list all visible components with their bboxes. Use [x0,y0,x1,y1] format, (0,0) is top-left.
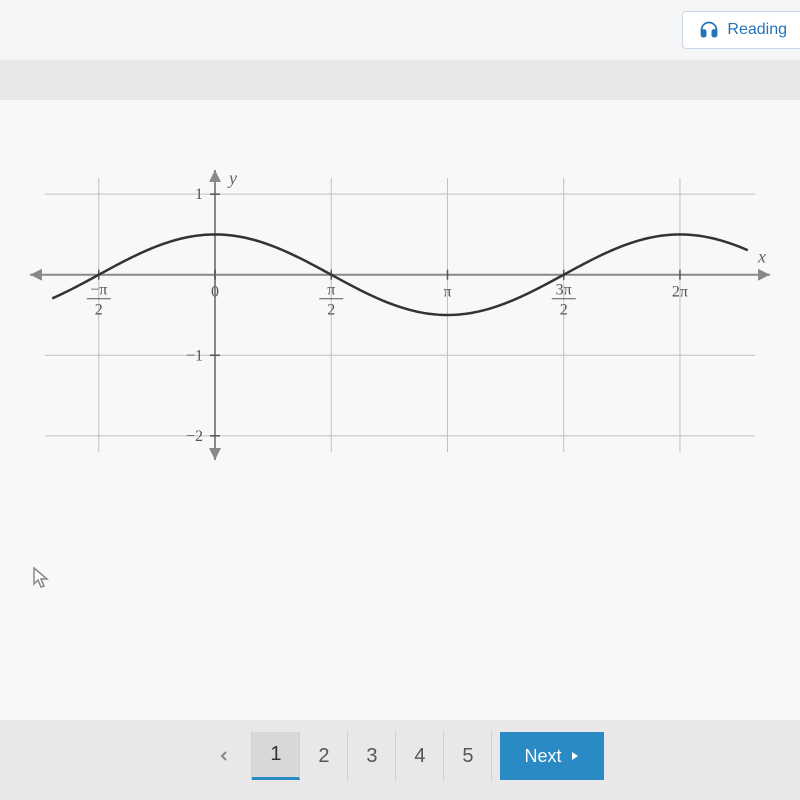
svg-text:2: 2 [560,302,568,319]
reading-button[interactable]: Reading [682,11,800,49]
reading-label: Reading [727,21,787,39]
cosine-chart: yx−π20π2π3π22π1−1−2 [10,160,790,470]
headphone-icon [699,20,719,40]
prev-button[interactable] [196,732,252,780]
pagination: 12345 Next [0,732,800,780]
svg-text:2π: 2π [672,284,688,301]
svg-text:π: π [327,282,335,299]
svg-text:−π: −π [90,282,107,299]
page-button-1[interactable]: 1 [252,732,300,780]
next-icon [570,750,580,762]
svg-text:1: 1 [195,186,203,203]
svg-text:−1: −1 [186,347,203,364]
cursor-icon [30,566,54,590]
content-area: yx−π20π2π3π22π1−1−2 [0,100,800,720]
svg-text:0: 0 [211,284,219,301]
top-toolbar: Reading [0,0,800,60]
next-button[interactable]: Next [500,732,603,780]
page-button-2[interactable]: 2 [300,732,348,780]
page-button-4[interactable]: 4 [396,732,444,780]
svg-text:3π: 3π [556,282,572,299]
prev-icon [218,750,230,762]
svg-text:2: 2 [327,302,335,319]
page-button-3[interactable]: 3 [348,732,396,780]
svg-text:y: y [227,168,237,188]
chart-container: yx−π20π2π3π22π1−1−2 [10,160,790,470]
svg-text:π: π [443,284,451,301]
page-button-5[interactable]: 5 [444,732,492,780]
svg-text:x: x [757,247,766,267]
svg-text:2: 2 [95,302,103,319]
next-label: Next [524,746,561,767]
svg-text:−2: −2 [186,428,203,445]
